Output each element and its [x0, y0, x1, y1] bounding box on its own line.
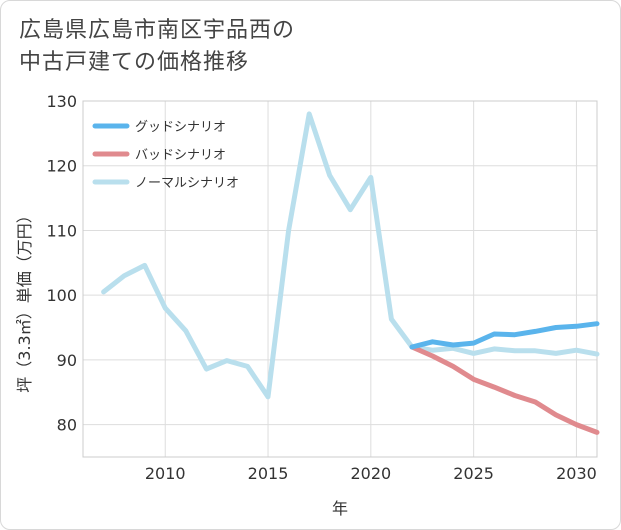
- y-tick-label: 80: [57, 416, 77, 435]
- y-tick-label: 130: [46, 92, 77, 111]
- legend-label: ノーマルシナリオ: [135, 176, 239, 191]
- series-line-1: [409, 344, 600, 435]
- legend-label: バッドシナリオ: [135, 148, 226, 163]
- series-line-0: [409, 321, 600, 350]
- x-tick-label: 2010: [145, 464, 186, 483]
- axis-ticks: 80 90 100 110 120 130 2010 2015 2020 2025 2030: [46, 92, 596, 483]
- legend-label: グッドシナリオ: [135, 120, 226, 135]
- x-tick-label: 2025: [453, 464, 494, 483]
- plot-frame: [82, 100, 598, 458]
- chart-title-line-1: 広島県広島市南区宇品西の: [19, 18, 296, 43]
- y-tick-label: 110: [46, 221, 77, 240]
- y-tick-label: 90: [57, 351, 77, 370]
- series-layer: [101, 111, 600, 435]
- x-tick-label: 2030: [556, 464, 597, 483]
- chart-title: 広島県広島市南区宇品西の 中古戸建ての価格推移: [19, 15, 295, 79]
- y-tick-label: 120: [46, 157, 77, 176]
- x-tick-label: 2015: [248, 464, 289, 483]
- x-axis-title: 年: [332, 499, 348, 518]
- chart-title-line-2: 中古戸建ての価格推移: [19, 50, 250, 75]
- series-line-2: [101, 111, 600, 400]
- y-tick-label: 100: [46, 286, 77, 305]
- y-axis-title: 坪（3.3㎡）単価（万円）: [15, 207, 34, 392]
- x-tick-label: 2020: [350, 464, 391, 483]
